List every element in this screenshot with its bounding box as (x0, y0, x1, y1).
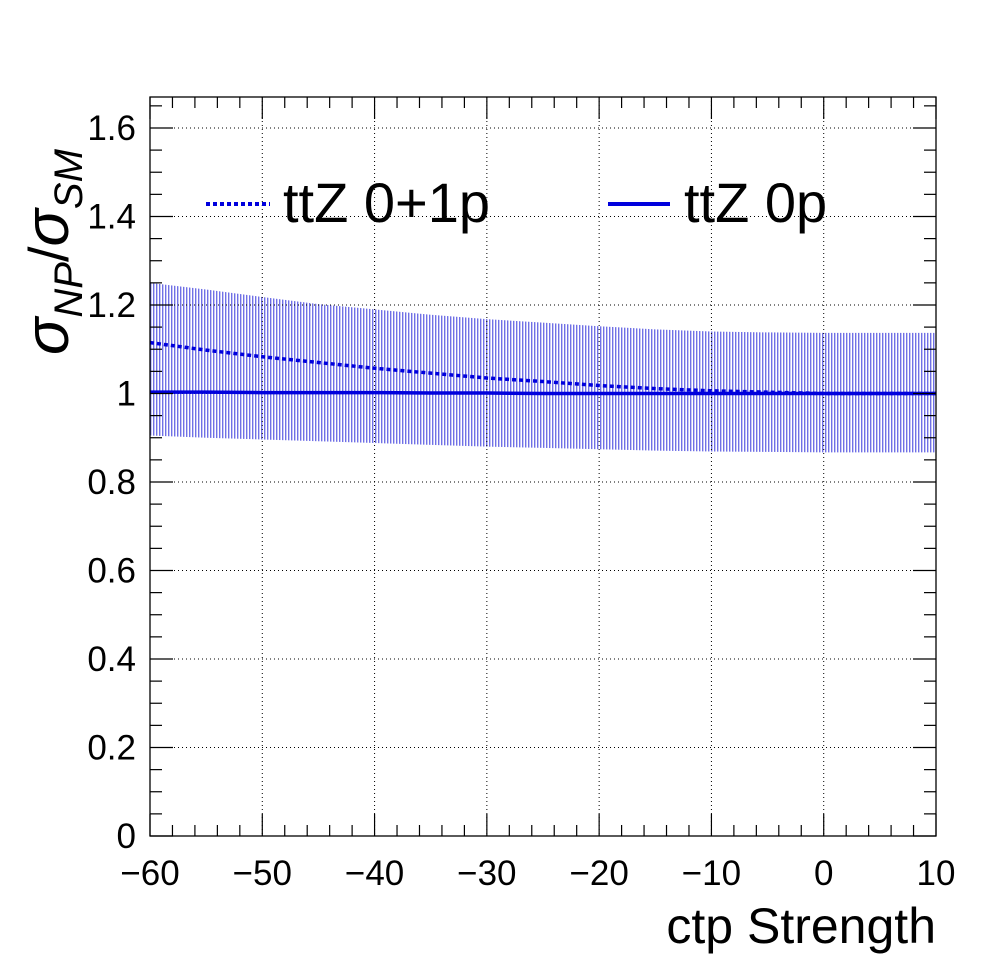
uncertainty-band-layer (150, 282, 936, 453)
y-tick-label: 0 (117, 817, 136, 856)
x-tick-label: 10 (917, 854, 956, 893)
tick-labels: −60 −50 −40 −30 −20 −10 0 10 0 0.2 0.4 0.6 0.8 1 1.2 1.… (87, 109, 955, 893)
x-tick-label: −60 (120, 854, 179, 893)
x-tick-label: −30 (457, 854, 516, 893)
y-axis-title-den-sub: SM (47, 148, 91, 209)
x-tick-label: −50 (233, 854, 292, 893)
y-tick-label: 0.2 (87, 728, 136, 767)
axis-ticks (149, 97, 937, 837)
legend-label-ttz-0-1p: ttZ 0+1p (283, 171, 490, 234)
uncertainty-band-ttz-0-1p (150, 282, 936, 453)
x-axis-title: ctp Strength (666, 898, 936, 954)
series-line-ttz-0-1p (149, 340, 936, 396)
x-tick-label: −10 (682, 854, 741, 893)
x-tick-label: −40 (345, 854, 404, 893)
legend-label-ttz-0p: ttZ 0p (684, 171, 827, 234)
series-line-ttz-0p (150, 390, 936, 396)
plot-frame-rect (149, 96, 937, 837)
series-layer (149, 340, 936, 396)
y-axis-title-sigma-num: σ (13, 315, 82, 355)
y-tick-label: 1.2 (87, 286, 136, 325)
y-tick-label: 0.6 (87, 551, 136, 590)
y-tick-label: 0.8 (87, 463, 136, 502)
y-tick-label: 1 (117, 374, 136, 413)
y-tick-label: 1.6 (87, 109, 136, 148)
y-tick-label: 1.4 (87, 197, 136, 236)
x-tick-label: 0 (814, 854, 833, 893)
y-tick-label: 0.4 (87, 640, 136, 679)
legend: ttZ 0+1p ttZ 0p (206, 171, 827, 234)
y-axis-title-slash: / (17, 246, 80, 262)
x-tick-label: −20 (569, 854, 628, 893)
plot-frame (149, 96, 937, 837)
y-axis-title-num-sub: NP (47, 262, 91, 318)
y-axis-title: σNP/σSM (13, 148, 91, 355)
y-axis-title-sigma-den: σ (13, 206, 82, 246)
